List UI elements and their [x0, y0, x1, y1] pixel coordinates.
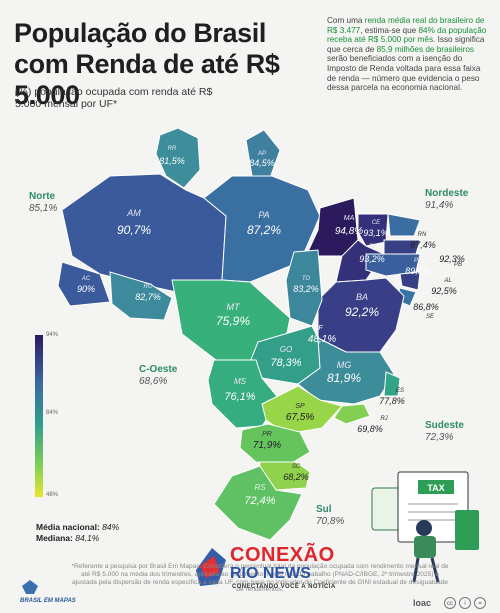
state-al: [399, 271, 421, 291]
page-subtitle: (%) população ocupada com renda até R$ 5…: [15, 86, 213, 110]
state-value-se: 86,8%: [413, 302, 439, 312]
state-value-ma: 94,8%: [335, 226, 363, 237]
state-code-rr: RR: [168, 146, 177, 152]
state-code-rn: RN: [418, 232, 427, 238]
cc-icon: cc: [444, 597, 456, 609]
state-code-sp: SP: [295, 403, 305, 410]
state-code-pb: PB: [454, 262, 462, 268]
state-value-pi: 93,2%: [359, 254, 385, 264]
state-value-go: 78,3%: [270, 357, 301, 369]
state-ba: [317, 277, 405, 353]
state-value-sp: 67,5%: [286, 412, 314, 423]
state-value-df: 48,1%: [308, 334, 336, 345]
state-value-ce: 93,1%: [363, 228, 389, 238]
state-code-mg: MG: [337, 360, 352, 370]
state-rr: [155, 127, 201, 189]
state-code-rs: RS: [254, 483, 266, 492]
state-rn: [387, 213, 421, 237]
state-code-sc: SC: [292, 464, 301, 470]
national-median: Mediana: 84,1%: [36, 533, 100, 543]
state-code-es: ES: [396, 388, 404, 394]
state-code-ap: AP: [257, 151, 266, 157]
region-sul: Sul 70,8%: [316, 504, 345, 527]
legend-colorbar: [35, 335, 43, 497]
state-ac: [57, 261, 111, 307]
state-code-ba: BA: [356, 292, 368, 302]
state-value-rr: 81,5%: [159, 156, 185, 166]
state-code-rj: RJ: [380, 416, 388, 422]
state-value-ba: 92,2%: [345, 305, 379, 319]
region-norte: Norte 85,1%: [29, 191, 58, 214]
legend-tick-high: 94%: [46, 332, 59, 338]
state-code-am: AM: [126, 208, 141, 218]
state-pa: [203, 175, 321, 283]
state-code-go: GO: [280, 345, 292, 354]
state-code-ma: MA: [344, 215, 355, 222]
tax-label: TAX: [427, 483, 444, 493]
state-value-ms: 76,1%: [224, 391, 255, 403]
state-value-to: 83,2%: [293, 284, 319, 294]
context-note: Com uma renda média real do brasileiro d…: [327, 16, 487, 93]
state-value-ac: 90%: [77, 284, 95, 294]
state-code-ac: AC: [81, 276, 91, 282]
state-value-mt: 75,9%: [216, 314, 250, 328]
state-value-rj: 69,8%: [357, 424, 383, 434]
state-pr: [239, 423, 311, 465]
state-sp: [261, 385, 343, 435]
state-mg: [297, 337, 395, 405]
state-value-pb: 92,3%: [439, 254, 465, 264]
state-code-to: TO: [302, 276, 311, 282]
state-rj: [333, 403, 371, 425]
state-value-sc: 68,2%: [283, 472, 309, 482]
credit-text: loac: [413, 598, 432, 608]
state-rs: [213, 465, 303, 541]
national-stats: Média nacional: 84% Mediana: 84,1%: [36, 522, 119, 544]
watermark-tagline: CONECTANDO VOCÊ À NOTÍCIA: [232, 584, 336, 590]
state-code-pe: PE: [414, 258, 423, 264]
state-ce: [357, 213, 389, 247]
state-value-mg: 81,9%: [327, 371, 361, 385]
state-code-ms: MS: [234, 377, 247, 386]
state-value-rn: 87,4%: [410, 240, 436, 250]
state-code-ce: CE: [372, 220, 381, 226]
state-code-pr: PR: [262, 431, 272, 438]
state-value-pe: 89,1%: [405, 266, 431, 276]
state-value-al: 92,5%: [431, 286, 457, 296]
state-value-pr: 71,9%: [253, 440, 281, 451]
state-value-es: 77,8%: [379, 396, 405, 406]
state-code-al: AL: [443, 278, 451, 284]
legend-tick-low: 48%: [46, 492, 59, 498]
state-code-pi: PI: [369, 244, 375, 250]
tax-illustration: TAX: [371, 471, 479, 583]
state-code-ro: RO: [144, 284, 153, 290]
national-mean: Média nacional: 84%: [36, 522, 120, 532]
footnote: *Referente a pesquisa por Brasil Em Mapa…: [71, 563, 449, 594]
state-code-mt: MT: [227, 302, 241, 312]
watermark-logo: [196, 548, 226, 586]
state-value-ap: 84,5%: [249, 158, 275, 168]
state-code-df: DF: [313, 325, 323, 332]
state-value-am: 90,7%: [117, 223, 151, 237]
state-value-ro: 82,7%: [135, 292, 161, 302]
state-ap: [245, 129, 281, 179]
state-value-rs: 72,4%: [244, 495, 275, 507]
legend-tick-mid: 84%: [46, 410, 59, 416]
state-ro: [109, 271, 173, 321]
state-es: [383, 371, 401, 397]
nd-icon: =: [474, 597, 486, 609]
state-code-se: SE: [426, 314, 435, 320]
watermark-name-2: RIO NEWS: [230, 565, 311, 582]
state-code-pa: PA: [258, 210, 269, 220]
region-centro-oeste: C-Oeste 68,6%: [139, 364, 178, 387]
page-title: População do Brasil com Renda de até R$ …: [14, 18, 280, 110]
region-sudeste: Sudeste 72,3%: [425, 420, 464, 443]
state-value-pa: 87,2%: [247, 223, 281, 237]
by-icon: i: [459, 597, 471, 609]
brand-logo-icon: [22, 580, 38, 594]
brand-name: BRASIL EM MAPAS: [20, 598, 76, 604]
watermark-name: CONEXÃO: [230, 544, 335, 566]
region-nordeste: Nordeste 91,4%: [425, 188, 469, 211]
